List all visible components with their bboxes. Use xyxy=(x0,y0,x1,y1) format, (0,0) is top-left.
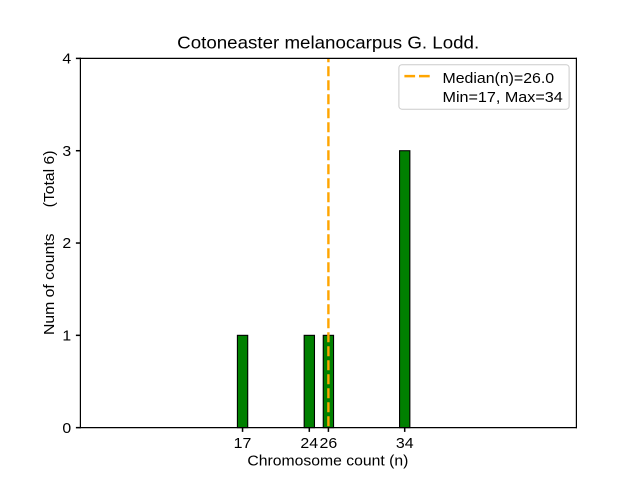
svg-text:Chromosome count (n): Chromosome count (n) xyxy=(247,454,408,470)
svg-text:1: 1 xyxy=(62,329,71,345)
svg-text:4: 4 xyxy=(62,52,71,68)
svg-text:Median(n)=26.0: Median(n)=26.0 xyxy=(443,71,555,87)
svg-text:24: 24 xyxy=(300,436,318,452)
svg-text:3: 3 xyxy=(62,144,71,160)
svg-text:34: 34 xyxy=(396,436,414,452)
svg-text:Cotoneaster melanocarpus G. Lo: Cotoneaster melanocarpus G. Lodd. xyxy=(177,32,479,52)
svg-text:2: 2 xyxy=(62,236,71,252)
svg-text:26: 26 xyxy=(320,436,338,452)
svg-text:Min=17, Max=34: Min=17, Max=34 xyxy=(443,90,563,106)
svg-text:0: 0 xyxy=(62,421,71,437)
svg-text:17: 17 xyxy=(234,436,252,452)
svg-text:Num of counts (Total 6): Num of counts (Total 6) xyxy=(42,151,58,335)
